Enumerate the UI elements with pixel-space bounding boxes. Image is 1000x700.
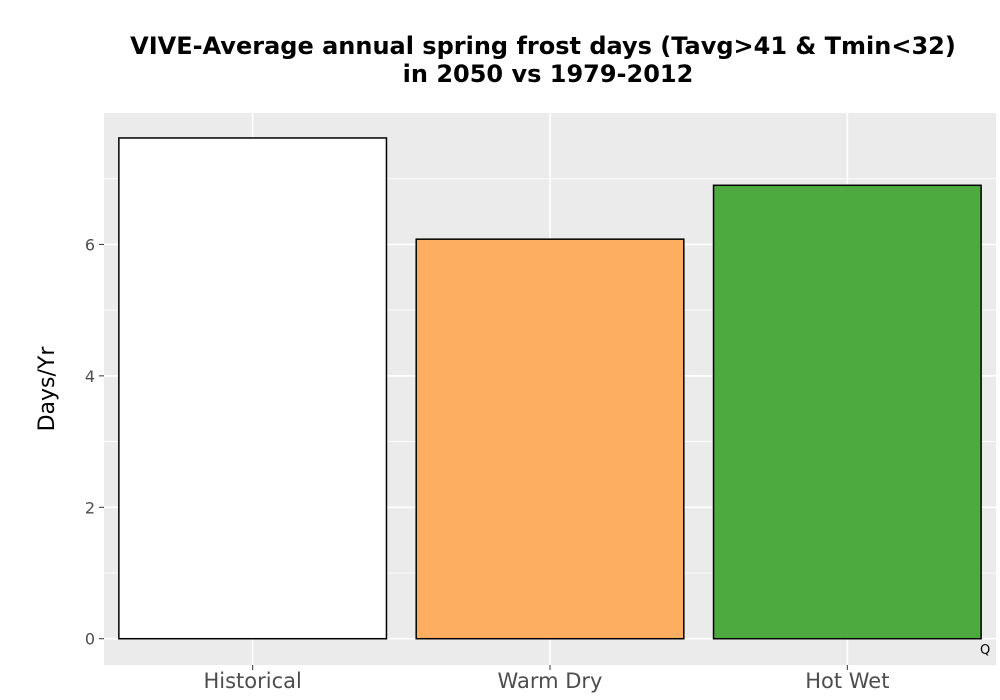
bar-hot-wet <box>712 184 982 640</box>
x-tick-label: Hot Wet <box>805 669 889 693</box>
y-tick-label: 6 <box>85 235 95 254</box>
x-axis: Historical Warm Dry Hot Wet <box>203 665 889 693</box>
chart-title-line-2: in 2050 vs 1979-2012 <box>403 60 694 88</box>
y-axis-title: Days/Yr <box>35 346 60 432</box>
y-tick-label: 4 <box>85 367 95 386</box>
bar-warm-dry <box>415 238 685 640</box>
y-tick-label: 2 <box>85 498 95 517</box>
corner-note: Q <box>980 643 990 658</box>
y-axis: 0 2 4 6 <box>85 235 104 649</box>
x-tick-label: Warm Dry <box>498 669 603 693</box>
chart-title-line-1: VIVE-Average annual spring frost days (T… <box>130 32 956 60</box>
bars <box>118 137 982 640</box>
bar-historical <box>118 137 388 640</box>
y-tick-label: 0 <box>85 630 95 649</box>
x-tick-label: Historical <box>203 669 301 693</box>
